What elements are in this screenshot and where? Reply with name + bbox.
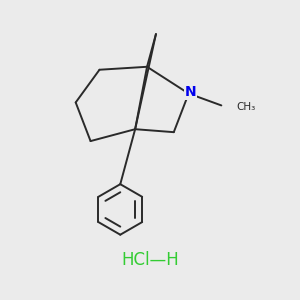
Text: N: N xyxy=(184,85,196,99)
Text: CH₃: CH₃ xyxy=(236,102,255,112)
Text: HCl—H: HCl—H xyxy=(121,251,179,269)
